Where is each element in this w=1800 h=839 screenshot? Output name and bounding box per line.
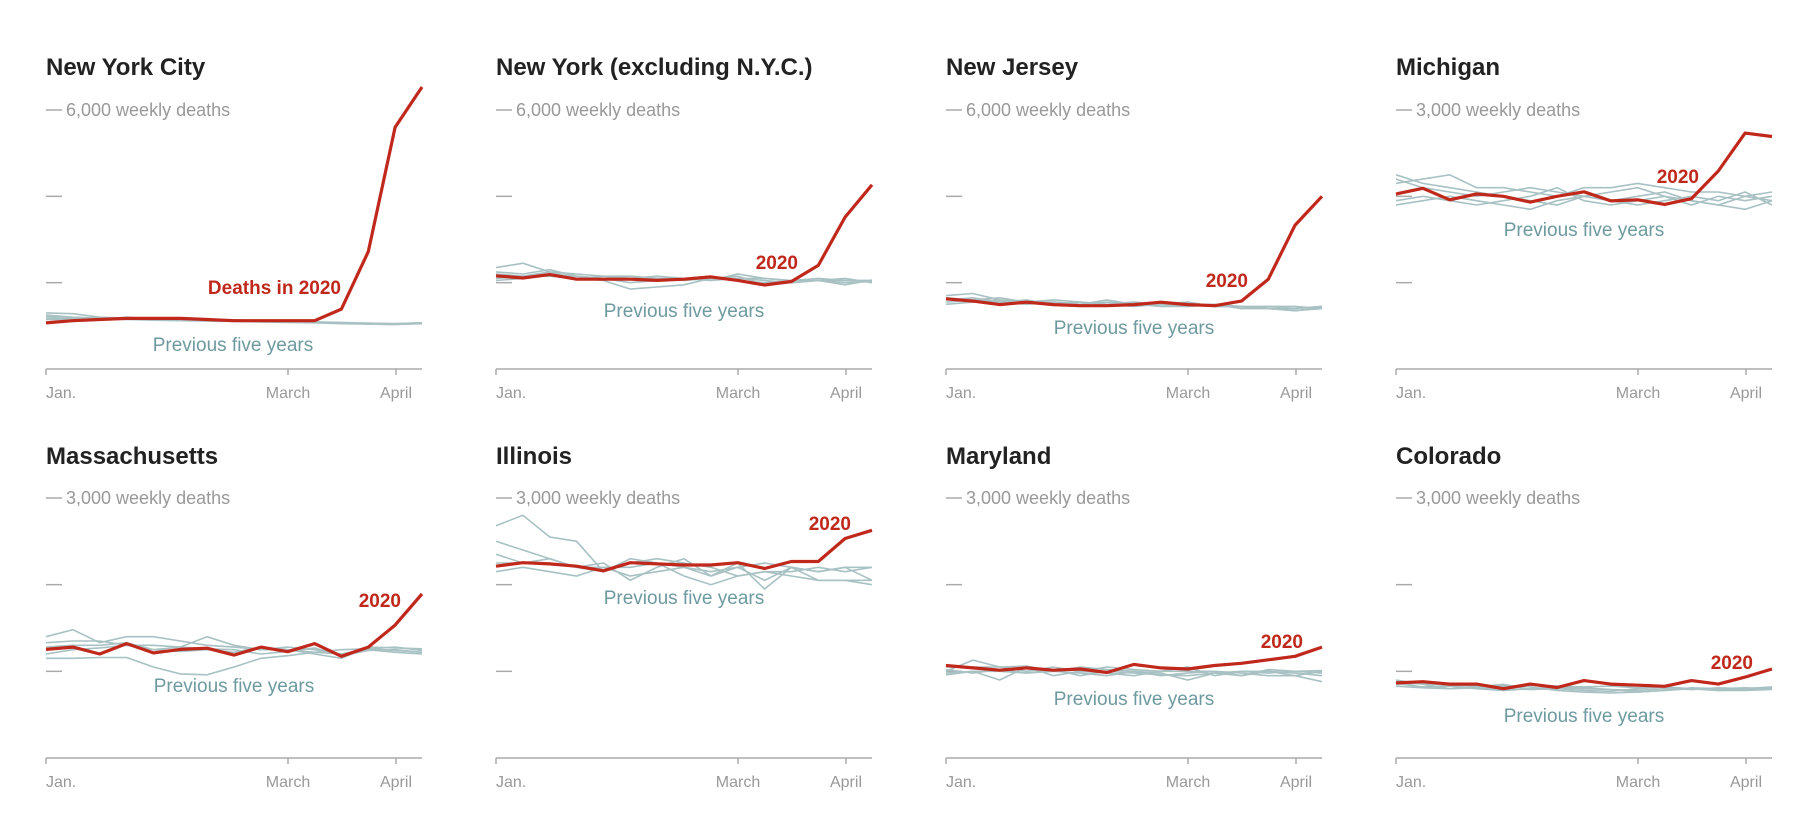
current-year-line xyxy=(495,528,873,573)
x-tick-label: March xyxy=(266,385,310,402)
x-tick-label: Jan. xyxy=(946,774,976,791)
current-year-label: Deaths in 2020 xyxy=(208,278,341,299)
previous-years-label: Previous five years xyxy=(1054,689,1215,710)
previous-year-line xyxy=(945,666,1323,681)
panel-colorado: Colorado 3,000 weekly deaths Jan. March Apri… xyxy=(1395,443,1773,791)
panel-title: Illinois xyxy=(496,443,572,470)
current-year-line xyxy=(1395,667,1773,691)
current-year-label: 2020 xyxy=(1261,632,1303,653)
x-tick-label: April xyxy=(1280,385,1312,402)
previous-years-label: Previous five years xyxy=(1504,706,1665,727)
panel-title: Massachusetts xyxy=(46,443,218,470)
x-tick-label: April xyxy=(1730,774,1762,791)
current-year-label: 2020 xyxy=(809,514,851,535)
panel-maryland: Maryland 3,000 weekly deaths Jan. March Apri… xyxy=(945,443,1323,791)
x-tick-label: March xyxy=(716,385,760,402)
previous-years-label: Previous five years xyxy=(604,588,765,609)
x-tick-label: April xyxy=(1730,385,1762,402)
panel-title: New Jersey xyxy=(946,54,1079,81)
panel-title: New York (excluding N.Y.C.) xyxy=(496,54,813,81)
current-year-label: 2020 xyxy=(1206,271,1248,292)
x-tick-label: Jan. xyxy=(1396,385,1426,402)
previous-years-label: Previous five years xyxy=(153,335,314,356)
current-year-line xyxy=(945,645,1323,675)
x-tick-label: March xyxy=(1616,385,1660,402)
scale-label: 3,000 weekly deaths xyxy=(966,488,1130,508)
previous-years-label: Previous five years xyxy=(604,301,765,322)
panel-michigan: Michigan 3,000 weekly deaths Jan. March Apri… xyxy=(1395,54,1773,402)
panel-new-jersey: New Jersey 6,000 weekly deaths Jan. March Ap… xyxy=(945,54,1324,402)
panel-title: Colorado xyxy=(1396,443,1501,470)
current-year-label: 2020 xyxy=(359,591,401,612)
panel-title: Maryland xyxy=(946,443,1051,470)
previous-years-label: Previous five years xyxy=(1054,318,1215,339)
previous-year-line xyxy=(1395,186,1773,206)
x-tick-label: March xyxy=(266,774,310,791)
x-tick-label: Jan. xyxy=(496,385,526,402)
previous-year-line xyxy=(945,668,1323,677)
current-year-line xyxy=(1395,131,1773,206)
scale-label: 3,000 weekly deaths xyxy=(516,488,680,508)
scale-label: 6,000 weekly deaths xyxy=(66,100,230,120)
x-tick-label: Jan. xyxy=(1396,774,1426,791)
scale-label: 3,000 weekly deaths xyxy=(1416,488,1580,508)
previous-year-line xyxy=(495,514,873,586)
scale-label: 3,000 weekly deaths xyxy=(66,488,230,508)
x-tick-label: Jan. xyxy=(46,774,76,791)
current-year-line xyxy=(945,195,1324,308)
scale-label: 6,000 weekly deaths xyxy=(966,100,1130,120)
panel-massachusetts: Massachusetts 3,000 weekly deaths Jan. Marc… xyxy=(45,443,424,791)
x-tick-label: April xyxy=(380,774,412,791)
previous-years-label: Previous five years xyxy=(1504,220,1665,241)
x-tick-label: March xyxy=(1166,385,1210,402)
current-year-line xyxy=(45,86,424,325)
panel-illinois: Illinois 3,000 weekly deaths Jan. March Apri… xyxy=(495,443,873,791)
previous-year-line xyxy=(945,299,1323,312)
x-tick-label: Jan. xyxy=(46,385,76,402)
x-tick-label: Jan. xyxy=(496,774,526,791)
panel-new-york-city: New York City 6,000 weekly deaths Jan. Marc… xyxy=(45,54,424,402)
panel-new-york-excluding-n-y-c: New York (excluding N.Y.C.) 6,000 weekly … xyxy=(495,54,874,402)
x-tick-label: March xyxy=(716,774,760,791)
scale-label: 3,000 weekly deaths xyxy=(1416,100,1580,120)
current-year-line xyxy=(495,183,874,287)
x-tick-label: Jan. xyxy=(946,385,976,402)
panel-title: Michigan xyxy=(1396,54,1500,81)
current-year-line xyxy=(45,592,424,658)
previous-year-line xyxy=(495,562,873,582)
x-tick-label: April xyxy=(830,385,862,402)
current-year-label: 2020 xyxy=(1711,653,1753,674)
previous-year-line xyxy=(45,641,423,657)
x-tick-label: April xyxy=(1280,774,1312,791)
x-tick-label: April xyxy=(830,774,862,791)
current-year-label: 2020 xyxy=(756,253,798,274)
previous-years-label: Previous five years xyxy=(154,676,315,697)
current-year-label: 2020 xyxy=(1657,167,1699,188)
x-tick-label: April xyxy=(380,385,412,402)
x-tick-label: March xyxy=(1616,774,1660,791)
scale-label: 6,000 weekly deaths xyxy=(516,100,680,120)
previous-year-line xyxy=(1395,173,1773,198)
panel-title: New York City xyxy=(46,54,206,81)
x-tick-label: March xyxy=(1166,774,1210,791)
